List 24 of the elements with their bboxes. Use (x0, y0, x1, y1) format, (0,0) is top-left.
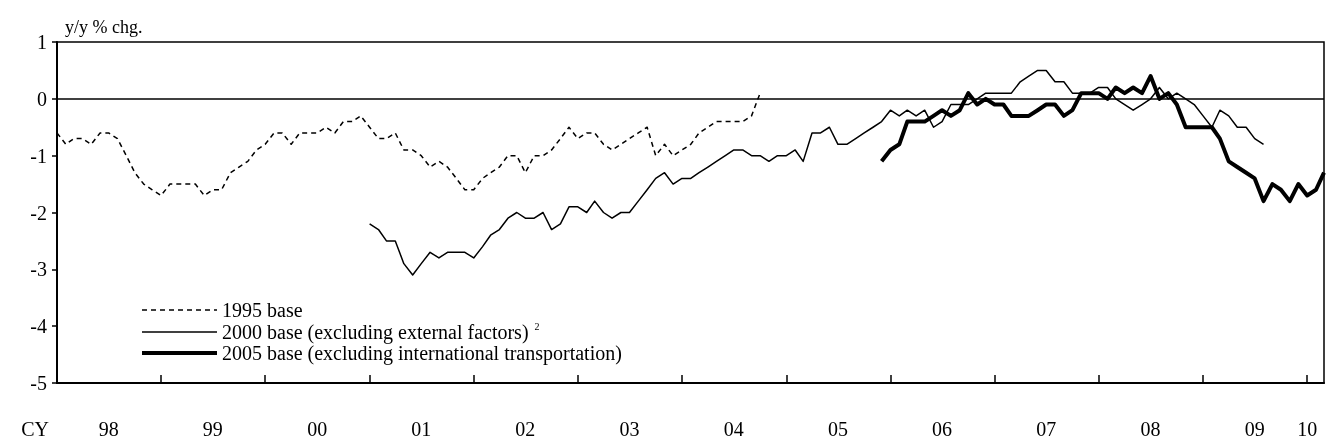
x-tick-label: 02 (515, 418, 536, 440)
y-axis-title: y/y % chg. (65, 17, 143, 37)
x-tick-label: 07 (1036, 418, 1057, 440)
x-tick-label: 99 (202, 418, 223, 440)
x-axis-title: CY (21, 418, 49, 440)
y-tick-label: -5 (30, 372, 47, 394)
x-tick-label: 06 (932, 418, 953, 440)
y-tick-label: -1 (30, 144, 47, 167)
y-tick-label: -3 (30, 258, 47, 281)
x-tick-label: 98 (98, 418, 119, 440)
y-tick-label: 1 (37, 31, 47, 53)
x-tick-label: 01 (411, 418, 432, 440)
x-tick-label: 08 (1140, 418, 1161, 440)
x-tick-label: 04 (723, 418, 744, 440)
x-tick-label: 05 (827, 418, 848, 440)
x-tick-label: 03 (619, 418, 640, 440)
y-tick-label: -2 (30, 201, 47, 224)
legend-label: 2000 base (excluding external factors)2 (222, 320, 540, 344)
x-tick-label: 10 (1297, 418, 1318, 440)
x-tick-label: 09 (1244, 418, 1265, 440)
x-tick-label: 00 (307, 418, 328, 440)
y-tick-label: -4 (30, 315, 47, 338)
legend-label: 1995 base (222, 299, 303, 321)
y-tick-label: 0 (37, 87, 47, 110)
